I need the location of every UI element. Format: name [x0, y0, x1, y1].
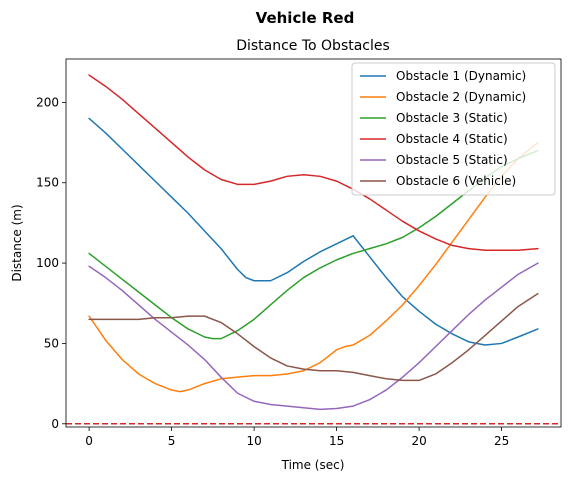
plot-border	[65, 58, 562, 428]
x-tick-label: 5	[168, 434, 176, 448]
legend-label-5: Obstacle 5 (Static)	[396, 153, 508, 167]
series-line-3	[88, 149, 539, 340]
y-tick-label: 50	[44, 336, 59, 350]
y-tick-label: 150	[36, 176, 59, 190]
legend-label-3: Obstacle 3 (Static)	[396, 111, 508, 125]
x-tick-label: 15	[329, 434, 344, 448]
series-line-4	[88, 74, 539, 251]
y-axis: 0 50 100 150 200	[36, 95, 66, 431]
series-line-2	[88, 141, 539, 393]
legend-label-6: Obstacle 6 (Vehicle)	[396, 174, 516, 188]
x-tick-label: 10	[246, 434, 261, 448]
chart-suptitle: Vehicle Red	[256, 9, 355, 27]
y-tick-label: 100	[36, 256, 59, 270]
series-line-6	[88, 292, 539, 382]
series-line-1	[88, 117, 539, 346]
x-tick-label: 0	[85, 434, 93, 448]
x-tick-label: 20	[411, 434, 426, 448]
chart-title: Distance To Obstacles	[236, 38, 390, 54]
x-axis: 0 5 10 15 20 25	[85, 427, 509, 448]
x-tick-label: 25	[494, 434, 509, 448]
legend-label-4: Obstacle 4 (Static)	[396, 132, 508, 146]
y-axis-label: Distance (m)	[10, 204, 24, 281]
y-tick-label: 200	[36, 95, 59, 109]
series-layer	[88, 74, 539, 411]
y-tick-label: 0	[51, 417, 59, 431]
legend: Obstacle 1 (Dynamic) Obstacle 2 (Dynamic)…	[351, 62, 556, 196]
legend-box	[351, 62, 556, 196]
legend-label-1: Obstacle 1 (Dynamic)	[396, 69, 526, 83]
x-axis-label: Time (sec)	[281, 458, 345, 472]
series-line-5	[88, 262, 539, 411]
legend-label-2: Obstacle 2 (Dynamic)	[396, 90, 526, 104]
